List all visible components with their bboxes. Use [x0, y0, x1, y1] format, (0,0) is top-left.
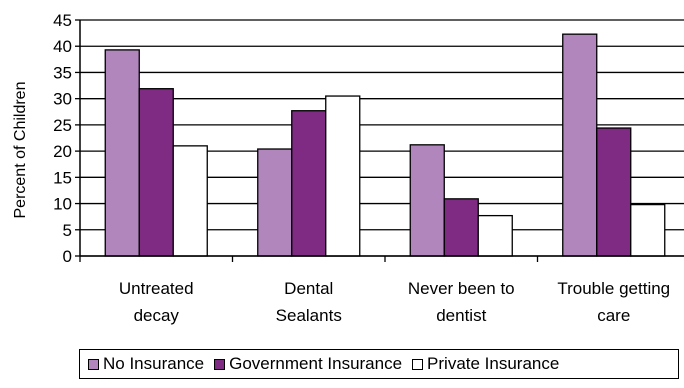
- bar-private-insurance: [477, 214, 513, 257]
- bar-no-insurance: [104, 49, 140, 257]
- bar-private-insurance: [325, 95, 361, 257]
- bar-government-insurance: [138, 88, 174, 257]
- y-tick-label: 45: [53, 11, 72, 30]
- y-tick-label: 40: [53, 37, 72, 56]
- y-axis-ticks: 0 5 10 15 20 25 30 35 40 45: [53, 11, 80, 266]
- y-tick-label: 30: [53, 90, 72, 109]
- axes: [79, 20, 684, 262]
- y-axis-title: Percent of Children: [12, 82, 29, 219]
- x-tick-label: Sealants: [276, 306, 342, 325]
- y-tick-label: 5: [63, 221, 72, 240]
- bar-government-insurance: [291, 110, 327, 257]
- y-tick-label: 0: [63, 247, 72, 266]
- legend: No Insurance Government Insurance Private …: [79, 349, 679, 379]
- y-tick-label: 25: [53, 116, 72, 135]
- bar-no-insurance: [562, 33, 598, 257]
- legend-label: Private Insurance: [427, 354, 560, 373]
- x-tick-label: Untreated: [119, 279, 194, 298]
- x-tick-label: dentist: [436, 306, 486, 325]
- x-tick-label: decay: [134, 306, 180, 325]
- x-tick-label: Dental: [284, 279, 333, 298]
- bar-private-insurance: [172, 145, 208, 257]
- y-tick-label: 15: [53, 168, 72, 187]
- legend-swatch: [412, 358, 424, 370]
- bar-private-insurance: [630, 203, 666, 257]
- legend-item: Private Insurance: [412, 354, 559, 374]
- bars: [104, 33, 666, 257]
- y-tick-label: 35: [53, 63, 72, 82]
- legend-swatch: [214, 358, 226, 370]
- legend-label: Government Insurance: [229, 354, 403, 373]
- y-tick-label: 20: [53, 142, 72, 161]
- bar-government-insurance: [596, 127, 632, 257]
- legend-item: Government Insurance: [214, 354, 402, 374]
- x-tick-label: Trouble getting: [557, 279, 670, 298]
- x-axis-labels: Untreated decay Dental Sealants Never been t…: [119, 279, 670, 325]
- bar-government-insurance: [443, 198, 479, 257]
- legend-swatch: [88, 358, 99, 370]
- y-tick-label: 10: [53, 195, 72, 214]
- bar-no-insurance: [257, 148, 293, 257]
- legend-label: No Insurance: [103, 354, 205, 373]
- legend-item: No Insurance: [88, 354, 204, 374]
- bar-chart: 0 5 10 15 20 25 30 35 40 45 Untreated decay Dental S…: [12, 11, 684, 325]
- x-tick-label: Never been to: [408, 279, 515, 298]
- x-tick-label: care: [597, 306, 630, 325]
- bar-no-insurance: [409, 144, 445, 257]
